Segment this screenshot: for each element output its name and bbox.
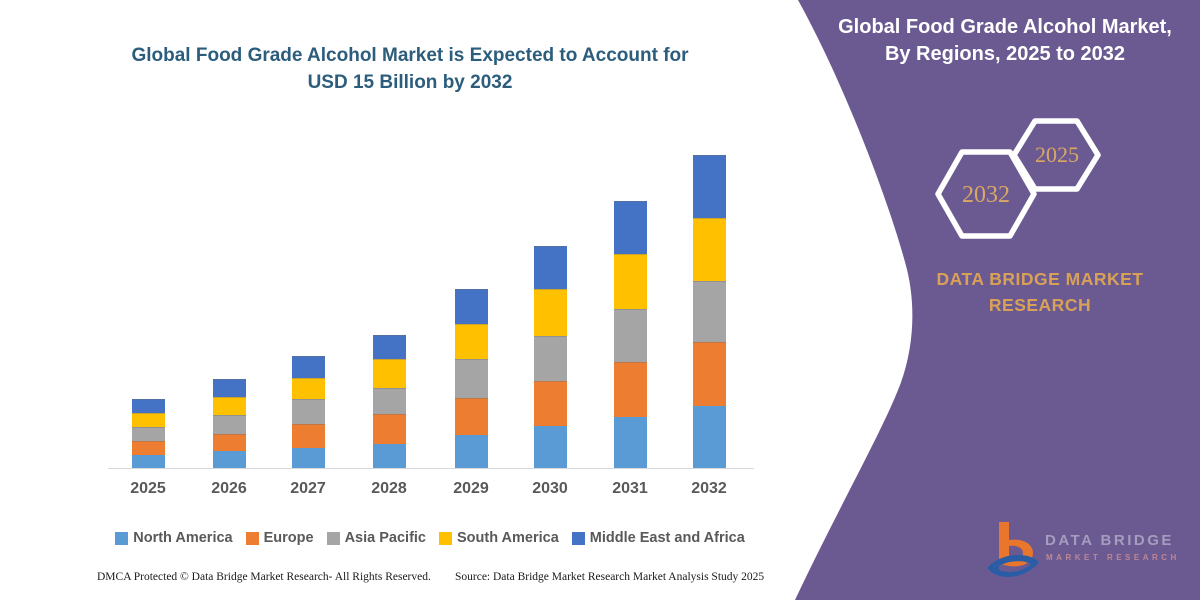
- bar-segment-south-america: [131, 413, 165, 428]
- stacked-bar-chart: 2025 2026 2027 2028 2029 2030 2031 2032 North A…: [80, 155, 780, 546]
- bar-segment-europe: [454, 397, 488, 436]
- bar-segment-europe: [372, 414, 406, 444]
- legend-swatch-icon: [326, 531, 340, 545]
- bar-segment-europe: [533, 380, 567, 426]
- bar-segment-middle-east-and-africa: [692, 155, 726, 218]
- legend-item-north-america: North America: [115, 530, 233, 546]
- chart-title-line2: USD 15 Billion by 2032: [307, 72, 513, 93]
- bar-segment-south-america: [212, 396, 246, 416]
- brand-line2: RESEARCH: [988, 295, 1092, 315]
- bar-segment-north-america: [692, 406, 726, 468]
- bar-2027: [291, 356, 325, 468]
- hexagon-2032-outline: [935, 149, 1037, 239]
- bar-segment-asia-pacific: [291, 399, 325, 424]
- x-axis-label-2026: 2026: [211, 480, 247, 497]
- bar-segment-asia-pacific: [212, 415, 246, 434]
- logo-text-secondary: MARKET RESEARCH: [1046, 553, 1180, 562]
- bar-segment-middle-east-and-africa: [131, 398, 165, 414]
- legend-label: North America: [133, 530, 233, 546]
- x-axis-label-2029: 2029: [453, 480, 489, 497]
- bar-segment-middle-east-and-africa: [212, 379, 246, 397]
- bar-segment-north-america: [613, 416, 647, 468]
- bar-segment-middle-east-and-africa: [372, 335, 406, 360]
- x-axis-line: [108, 468, 754, 469]
- footer-dmca-text: DMCA Protected © Data Bridge Market Rese…: [97, 571, 431, 583]
- bar-segment-south-america: [692, 217, 726, 282]
- bar-segment-middle-east-and-africa: [291, 356, 325, 379]
- legend-label: Asia Pacific: [344, 530, 426, 546]
- bar-segment-asia-pacific: [454, 358, 488, 398]
- bar-2025: [131, 398, 165, 468]
- sidebar-title: Global Food Grade Alcohol Market, By Reg…: [820, 14, 1190, 68]
- bar-segment-south-america: [454, 324, 488, 359]
- bar-2026: [212, 379, 246, 468]
- chart-legend: North America Europe Asia Pacific South Ame…: [80, 530, 780, 546]
- bar-2030: [533, 246, 567, 468]
- hexagon-2025-label: 2025: [1035, 142, 1079, 167]
- brand-wordmark: DATA BRIDGE MARKET RESEARCH: [900, 266, 1180, 318]
- bar-segment-north-america: [131, 455, 165, 468]
- x-axis-label-2032: 2032: [691, 480, 727, 497]
- logo-text-primary: DATA BRIDGE: [1045, 532, 1174, 549]
- x-axis-label-2031: 2031: [612, 480, 648, 497]
- legend-item-south-america: South America: [439, 530, 559, 546]
- sidebar-title-line1: Global Food Grade Alcohol Market,: [838, 16, 1172, 38]
- legend-swatch-icon: [439, 531, 452, 545]
- bar-segment-south-america: [613, 254, 647, 310]
- chart-title: Global Food Grade Alcohol Market is Expe…: [60, 42, 760, 96]
- x-axis-label-2028: 2028: [371, 480, 407, 497]
- bar-2031: [613, 201, 647, 468]
- bar-segment-europe: [613, 362, 647, 417]
- hexagon-2025-outline: [1011, 118, 1101, 192]
- bar-segment-europe: [291, 423, 325, 448]
- bar-segment-asia-pacific: [692, 281, 726, 342]
- legend-item-europe: Europe: [245, 530, 314, 546]
- bar-segment-north-america: [372, 443, 406, 468]
- bar-segment-south-america: [291, 378, 325, 400]
- legend-swatch-icon: [245, 531, 259, 545]
- x-axis-label-2027: 2027: [290, 480, 326, 497]
- legend-label: South America: [457, 530, 559, 546]
- bar-2032: [692, 155, 726, 468]
- bar-segment-asia-pacific: [533, 335, 567, 381]
- logo-d-swoosh: [988, 554, 1039, 577]
- bar-segment-asia-pacific: [131, 427, 165, 441]
- bar-segment-south-america: [372, 359, 406, 388]
- bar-2029: [454, 289, 488, 468]
- legend-label: Middle East and Africa: [589, 530, 745, 546]
- logo-b-shape: [999, 522, 1033, 567]
- legend-label: Europe: [263, 530, 314, 546]
- bar-segment-north-america: [212, 451, 246, 468]
- chart-title-line1: Global Food Grade Alcohol Market is Expe…: [131, 45, 689, 66]
- data-bridge-logo-icon: [988, 522, 1039, 577]
- bar-2028: [372, 335, 406, 468]
- legend-swatch-icon: [115, 531, 129, 545]
- bar-segment-asia-pacific: [613, 309, 647, 363]
- x-axis-label-2025: 2025: [130, 480, 166, 497]
- x-axis-label-2030: 2030: [532, 480, 568, 497]
- sidebar-title-line2: By Regions, 2025 to 2032: [884, 43, 1126, 65]
- data-bridge-logo: DATA BRIDGE MARKET RESEARCH: [985, 520, 1190, 590]
- bar-segment-asia-pacific: [372, 387, 406, 415]
- bar-segment-europe: [692, 341, 726, 407]
- bar-segment-middle-east-and-africa: [533, 246, 567, 289]
- bar-segment-south-america: [533, 288, 567, 336]
- brand-line1: DATA BRIDGE MARKET: [936, 269, 1144, 289]
- bar-segment-europe: [131, 441, 165, 456]
- bar-segment-middle-east-and-africa: [454, 289, 488, 325]
- bar-segment-north-america: [454, 435, 488, 468]
- purple-swoosh: [795, 0, 1200, 600]
- legend-item-middle-east-and-africa: Middle East and Africa: [571, 530, 745, 546]
- hexagon-2032-label: 2032: [962, 182, 1010, 208]
- legend-item-asia-pacific: Asia Pacific: [326, 530, 426, 546]
- bar-segment-north-america: [291, 447, 325, 468]
- bar-segment-europe: [212, 433, 246, 452]
- footer-source-text: Source: Data Bridge Market Research Mark…: [455, 571, 765, 583]
- legend-swatch-icon: [571, 531, 585, 545]
- bar-segment-middle-east-and-africa: [613, 201, 647, 255]
- bar-segment-north-america: [533, 426, 567, 468]
